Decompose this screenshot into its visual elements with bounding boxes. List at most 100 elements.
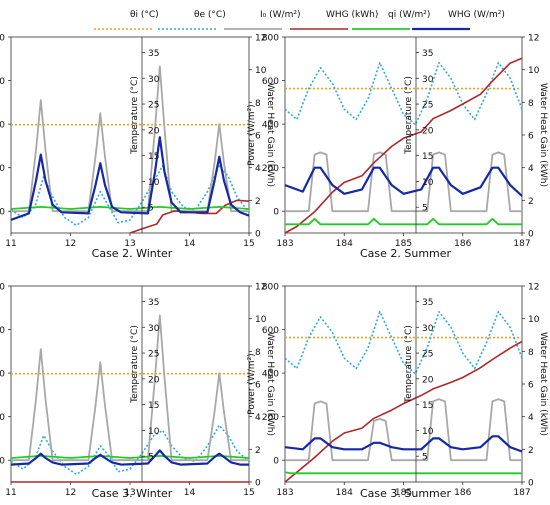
series-whg-w-m (284, 435, 523, 453)
y-tick-label: 0 (0, 208, 5, 218)
x-tick-label: 12 (65, 239, 76, 249)
series-qi-w-m (284, 471, 522, 475)
y-tick-label: 200 (0, 164, 5, 174)
panel-title: Case 3. Winter (92, 487, 173, 500)
temperature-tick-label: 5 (422, 204, 428, 214)
x-tick-label: 12 (65, 488, 76, 498)
whg-tick-label: 12 (528, 34, 539, 44)
y-tick-label: 200 (262, 413, 279, 423)
series-whg-w-m (10, 136, 250, 221)
whg-tick-label: 10 (528, 315, 540, 325)
y-tick-label: 0 (0, 457, 5, 467)
temperature-axis-label: Temperature (°C) (130, 76, 140, 155)
temperature-tick-label: 20 (422, 375, 434, 385)
y-tick-label: 800 (262, 34, 279, 44)
temperature-tick-label: 5 (148, 453, 154, 463)
y-axis-label: Power (W/m²) (247, 353, 257, 414)
whg-tick-label: 8 (255, 99, 261, 109)
temperature-tick-label: 25 (148, 350, 159, 360)
x-tick-label: 183 (276, 488, 293, 498)
legend-item-i-w-m: I₀ (W/m²) (224, 10, 300, 30)
whg-tick-label: 6 (528, 381, 534, 391)
legend-item-whg-w-m: WHG (W/m²) (412, 10, 505, 31)
series-qi-w-m (10, 205, 250, 210)
series-i-w-m (285, 151, 522, 213)
y-tick-label: 0 (273, 457, 279, 467)
series-whg-kwh (284, 340, 523, 483)
series-qi-w-m (10, 454, 250, 459)
y-tick-label: 600 (0, 326, 5, 336)
y-tick-label: 600 (0, 77, 5, 87)
temperature-tick-label: 20 (422, 126, 434, 136)
x-tick-label: 13 (124, 239, 135, 249)
x-tick-label: 184 (336, 239, 353, 249)
x-tick-label: 186 (454, 488, 471, 498)
legend-item-e-c: θe (°C) (158, 10, 226, 30)
legend-label: WHG (kWh) (326, 10, 378, 20)
y-tick-label: 800 (0, 283, 5, 293)
temperature-tick-label: 5 (148, 204, 154, 214)
temperature-tick-label: 15 (148, 401, 159, 411)
whg-tick-label: 12 (255, 34, 266, 44)
whg-tick-label: 0 (528, 230, 534, 240)
temperature-axis-label: Temperature (°C) (404, 325, 414, 404)
whg-tick-label: 2 (255, 446, 261, 456)
y-tick-label: 0 (273, 208, 279, 218)
panel-title: Case 2. Winter (92, 247, 173, 260)
whg-tick-label: 10 (528, 66, 540, 76)
whg-tick-label: 8 (255, 348, 261, 358)
temperature-tick-label: 10 (148, 178, 160, 188)
whg-axis-label: Water Heat Gain (kWh) (538, 332, 548, 436)
y-axis-label: Power (W/m²) (247, 104, 257, 165)
legend-label: WHG (W/m²) (448, 10, 505, 20)
temperature-tick-label: 35 (422, 49, 433, 59)
temperature-tick-label: 30 (148, 75, 160, 85)
x-tick-label: 186 (454, 239, 471, 249)
whg-axis-label: Water Heat Gain (kWh) (538, 83, 548, 187)
whg-tick-label: 4 (255, 413, 261, 423)
temperature-tick-label: 20 (148, 126, 160, 136)
series-e-c (10, 424, 250, 476)
whg-tick-label: 2 (528, 197, 534, 207)
x-tick-label: 185 (395, 239, 412, 249)
x-tick-label: 184 (336, 488, 353, 498)
temperature-tick-label: 20 (148, 375, 160, 385)
series-qi-w-m (285, 217, 522, 226)
series-i-w-m (11, 65, 249, 213)
x-tick-label: 187 (513, 488, 530, 498)
legend-label: qi (W/m²) (388, 10, 430, 20)
temperature-tick-label: 25 (422, 101, 433, 111)
whg-tick-label: 6 (255, 132, 261, 142)
whg-tick-label: 8 (528, 99, 534, 109)
legend-item-qi-w-m: qi (W/m²) (352, 10, 430, 30)
whg-tick-label: 6 (528, 132, 534, 142)
whg-tick-label: 10 (255, 315, 267, 325)
panel-title: Case 3. Summer (360, 487, 452, 500)
y-tick-label: 400 (262, 121, 279, 131)
whg-tick-label: 2 (255, 197, 261, 207)
temperature-tick-label: 10 (148, 427, 160, 437)
temperature-tick-label: 25 (148, 101, 159, 111)
temperature-tick-label: 30 (422, 324, 434, 334)
x-tick-label: 14 (184, 239, 196, 249)
x-tick-label: 185 (395, 488, 412, 498)
x-tick-label: 187 (513, 239, 530, 249)
whg-tick-label: 8 (528, 348, 534, 358)
temperature-tick-label: 15 (148, 152, 159, 162)
legend-item-i-c: θi (°C) (94, 10, 159, 30)
temperature-axis-label: Temperature (°C) (404, 76, 414, 155)
y-tick-label: 400 (262, 370, 279, 380)
y-tick-label: 800 (0, 34, 5, 44)
temperature-axis-label: Temperature (°C) (130, 325, 140, 404)
whg-tick-label: 12 (255, 283, 266, 293)
legend-label: I₀ (W/m²) (260, 10, 300, 20)
panel-title: Case 2. Summer (360, 247, 452, 260)
x-tick-label: 14 (184, 488, 196, 498)
x-tick-label: 13 (124, 488, 135, 498)
temperature-tick-label: 10 (422, 427, 434, 437)
whg-tick-label: 12 (528, 283, 539, 293)
temperature-tick-label: 30 (148, 324, 160, 334)
